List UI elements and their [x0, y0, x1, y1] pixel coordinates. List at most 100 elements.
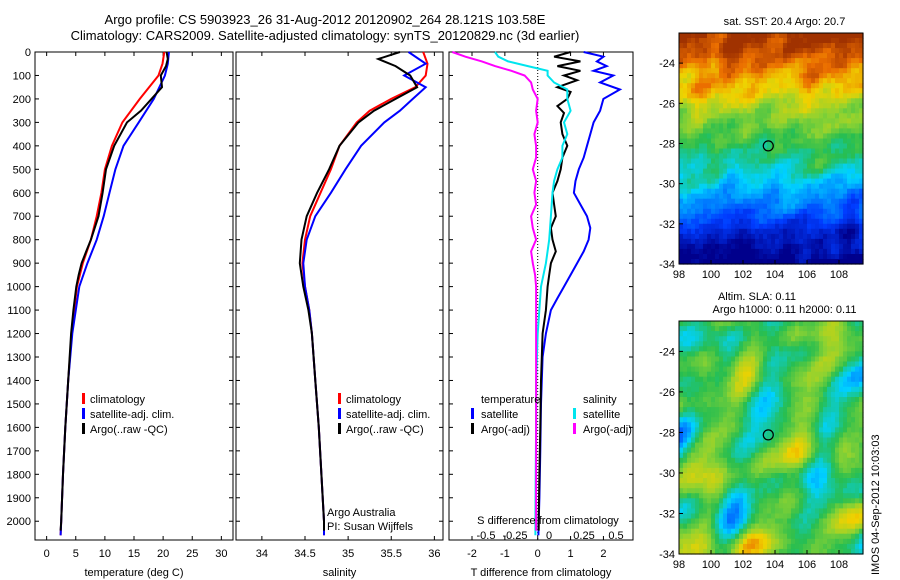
map-cell	[711, 158, 716, 165]
map-cell	[855, 163, 860, 170]
map-cell	[695, 123, 700, 129]
map-cell	[731, 73, 736, 79]
map-cell	[699, 528, 704, 535]
map-cell	[687, 248, 692, 255]
map-cell	[699, 148, 704, 155]
map-cell	[739, 488, 744, 494]
map-cell	[719, 503, 724, 509]
map-cell	[807, 432, 812, 439]
map-cell	[715, 442, 720, 449]
map-cell	[787, 391, 792, 398]
map-cell	[791, 98, 796, 104]
map-cell	[771, 447, 776, 454]
map-cell	[755, 198, 760, 205]
map-cell	[707, 361, 712, 368]
map-cell	[727, 243, 732, 250]
map-cell	[739, 223, 744, 230]
map-cell	[747, 254, 752, 260]
map-cell	[723, 143, 728, 150]
map-cell	[691, 33, 696, 39]
map-cell	[819, 336, 824, 342]
map-cell	[747, 113, 752, 119]
map-cell	[807, 213, 812, 220]
map-cell	[707, 427, 712, 434]
map-cell	[799, 432, 804, 439]
map-cell	[691, 538, 696, 545]
map-cell	[771, 98, 776, 104]
map-cell	[811, 533, 816, 540]
map-cell	[691, 381, 696, 388]
map-cell	[815, 493, 820, 499]
map-cell	[699, 254, 704, 260]
map-cell	[767, 168, 772, 175]
map-cell	[711, 422, 716, 428]
map-cell	[707, 548, 712, 555]
map-cell	[751, 321, 756, 327]
map-cell	[767, 412, 772, 418]
map-cell	[823, 513, 828, 520]
map-cell	[775, 351, 780, 358]
map-cell	[735, 223, 740, 230]
map-cell	[755, 138, 760, 145]
map-cell	[735, 93, 740, 99]
map-cell	[771, 391, 776, 398]
map-cell	[743, 43, 748, 49]
map-cell	[687, 326, 692, 332]
map-cell	[759, 168, 764, 175]
map-cell	[727, 523, 732, 530]
map-cell	[679, 331, 684, 337]
map-cell	[739, 218, 744, 225]
map-cell	[819, 371, 824, 378]
map-cell	[767, 417, 772, 423]
map-cell	[819, 158, 824, 165]
map-cell	[699, 326, 704, 332]
map-cell	[859, 432, 864, 439]
map-cell	[803, 493, 808, 499]
legend-label: satellite-adj. clim.	[346, 409, 430, 421]
map-cell	[859, 213, 864, 220]
map-cell	[691, 528, 696, 535]
map-cell	[763, 366, 768, 373]
map-cell	[771, 422, 776, 428]
map-cell	[771, 83, 776, 89]
map-cell	[835, 228, 840, 235]
map-cell	[751, 73, 756, 79]
map-cell	[819, 478, 824, 484]
map-cell	[755, 163, 760, 170]
map-cell	[807, 442, 812, 449]
map-cell	[767, 366, 772, 373]
map-cell	[799, 376, 804, 383]
map-cell	[703, 366, 708, 373]
map-cell	[783, 548, 788, 555]
map-cell	[703, 103, 708, 109]
map-cell	[723, 498, 728, 504]
map-cell	[823, 43, 828, 49]
map-cell	[847, 259, 852, 265]
map-cell	[719, 183, 724, 190]
map-cell	[703, 351, 708, 358]
map-cell	[779, 361, 784, 368]
map-cell	[747, 178, 752, 185]
map-cell	[823, 543, 828, 550]
map-cell	[851, 528, 856, 535]
map-cell	[819, 254, 824, 260]
map-cell	[687, 336, 692, 342]
map-cell	[739, 163, 744, 170]
map-cell	[859, 133, 864, 139]
map-cell	[787, 238, 792, 245]
map-cell	[827, 326, 832, 332]
map-cell	[823, 193, 828, 200]
map-cell	[795, 407, 800, 413]
map-cell	[847, 33, 852, 39]
map-cell	[723, 543, 728, 550]
map-cell	[847, 452, 852, 459]
map-cell	[763, 417, 768, 423]
map-cell	[747, 346, 752, 352]
map-cell	[691, 462, 696, 469]
map-cell	[823, 473, 828, 479]
map-cell	[751, 183, 756, 190]
map-cell	[795, 103, 800, 109]
map-cell	[787, 43, 792, 49]
map-cell	[815, 68, 820, 74]
map-cell	[779, 128, 784, 134]
